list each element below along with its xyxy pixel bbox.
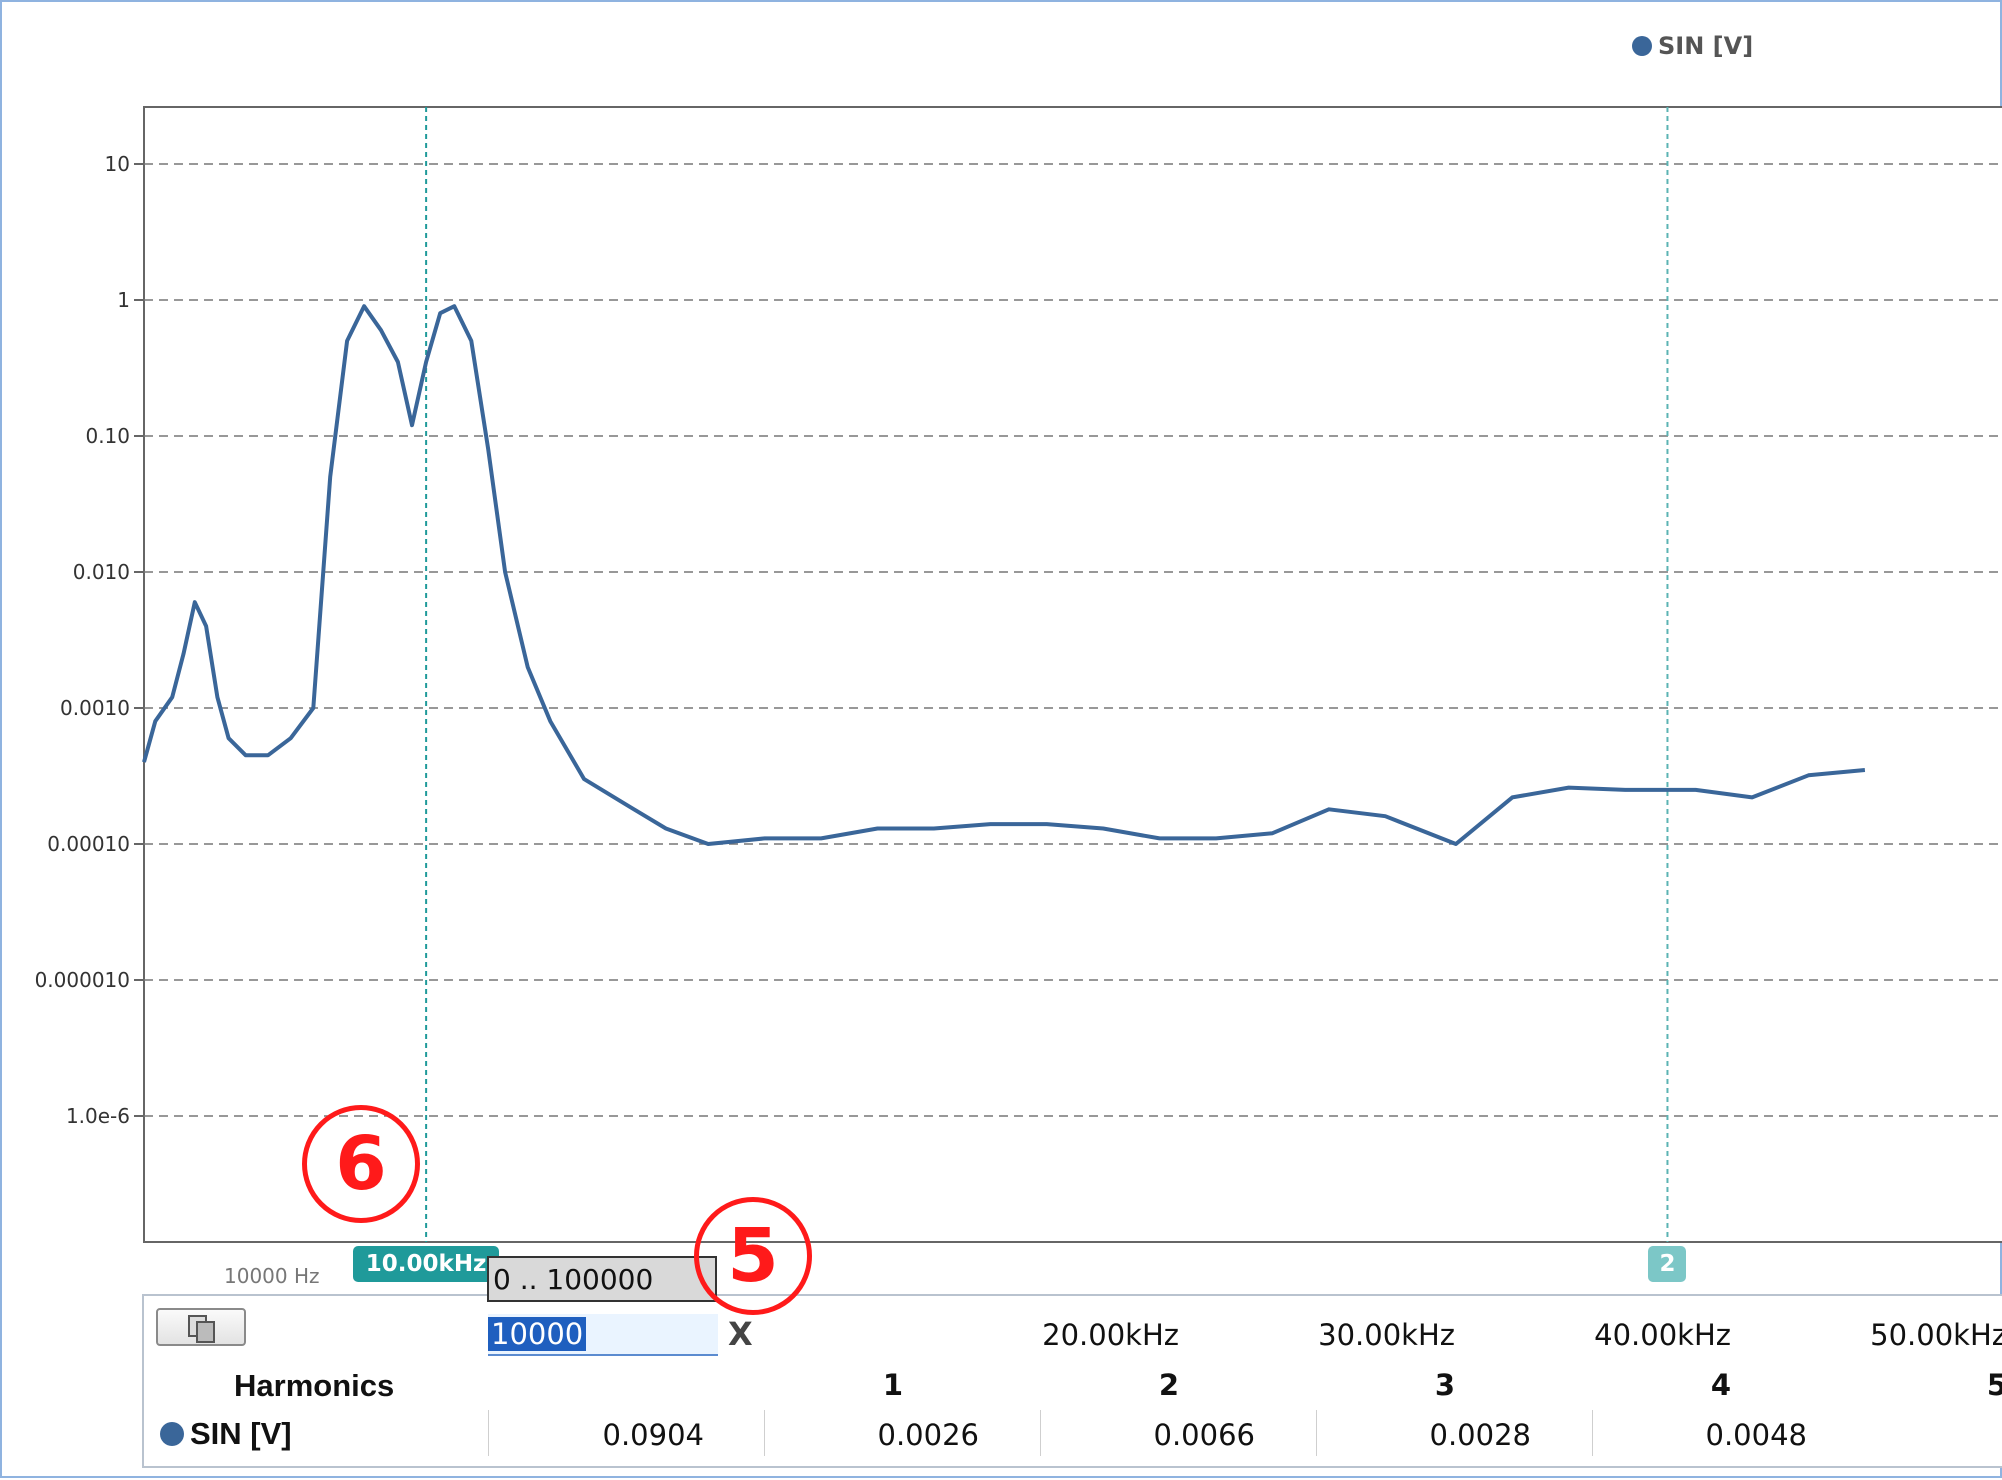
annotation-callout-6: 6 <box>302 1105 420 1223</box>
harmonic-number-2: 2 <box>1158 1368 1179 1402</box>
series-row-text: SIN [V] <box>190 1416 292 1451</box>
legend-series-label: SIN [V] <box>1658 32 1754 60</box>
plot-area <box>143 106 2002 1243</box>
range-tooltip: 0 .. 100000 <box>487 1256 717 1302</box>
clear-input-button[interactable]: X <box>728 1315 753 1353</box>
y-tick-label-2: 0.10 <box>85 424 130 448</box>
harmonic-value-1: 0.0904 <box>602 1418 704 1452</box>
harmonic-value-5: 0.0048 <box>1705 1418 1807 1452</box>
harmonic-value-4: 0.0028 <box>1429 1418 1531 1452</box>
y-tick-label-3: 0.010 <box>73 560 130 584</box>
legend-color-dot <box>1632 36 1652 56</box>
column-frequency-5: 50.00kHz <box>1870 1318 2002 1352</box>
marker-1-frequency-ghost: 10000 Hz <box>224 1264 320 1288</box>
harmonic-number-3: 3 <box>1434 1368 1455 1402</box>
y-tick-label-6: 0.000010 <box>35 968 130 992</box>
input-selected-text: 10000 <box>488 1317 587 1351</box>
chart-legend[interactable]: SIN [V] <box>1632 32 1753 60</box>
harmonics-row-header: Harmonics <box>234 1368 395 1403</box>
copy-icon <box>188 1315 215 1343</box>
harmonic-number-1: 1 <box>882 1368 903 1402</box>
series-row-label: SIN [V] <box>160 1416 292 1452</box>
annotation-callout-5: 5 <box>694 1197 812 1315</box>
column-frequency-3: 30.00kHz <box>1318 1318 1455 1352</box>
y-tick-label-4: 0.0010 <box>60 696 130 720</box>
y-tick-label-0: 10 <box>105 152 130 176</box>
harmonic-value-3: 0.0066 <box>1153 1418 1255 1452</box>
marker-2-tag[interactable]: 2 <box>1648 1246 1687 1282</box>
fundamental-frequency-input[interactable]: 10000 <box>488 1314 718 1356</box>
series-color-dot <box>160 1422 184 1446</box>
y-tick-label-7: 1.0e-6 <box>66 1104 130 1128</box>
harmonic-number-4: 4 <box>1710 1368 1731 1402</box>
column-frequency-4: 40.00kHz <box>1594 1318 1731 1352</box>
column-frequency-2: 20.00kHz <box>1042 1318 1179 1352</box>
harmonic-value-2: 0.0026 <box>877 1418 979 1452</box>
marker-1-tag[interactable]: 10.00kHz <box>353 1246 500 1282</box>
y-tick-label-5: 0.00010 <box>47 832 130 856</box>
y-tick-label-1: 1 <box>117 288 130 312</box>
series-line-0 <box>142 304 1866 846</box>
harmonics-table: 10000 X 20.00kHz 30.00kHz 40.00kHz 50.00… <box>142 1294 2002 1468</box>
copy-button[interactable] <box>156 1308 246 1346</box>
harmonic-number-5: 5 <box>1986 1368 2002 1402</box>
